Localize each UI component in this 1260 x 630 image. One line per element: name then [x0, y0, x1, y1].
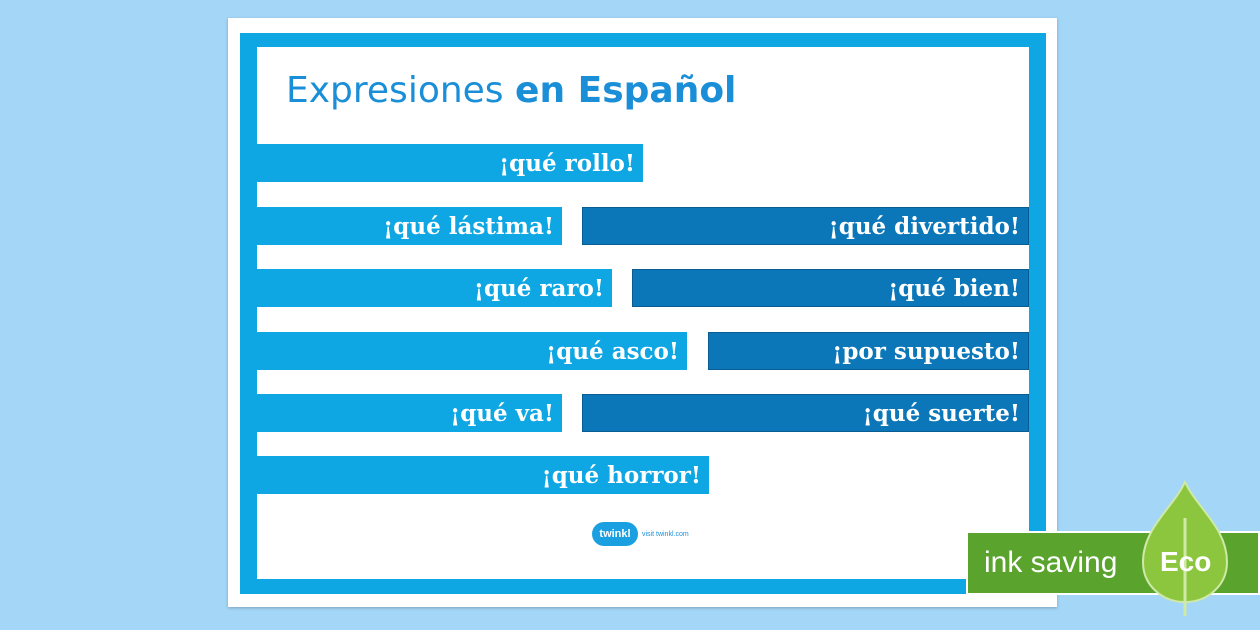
ink-saving-label: ink saving	[984, 546, 1118, 579]
expression-bar-que-divertido: ¡qué divertido!	[582, 207, 1029, 245]
eco-leaf-icon	[1141, 479, 1229, 616]
expression-bar-que-raro: ¡qué raro!	[257, 269, 612, 307]
twinkl-logo: twinkl visit twinkl.com	[592, 522, 689, 546]
twinkl-url: visit twinkl.com	[642, 530, 689, 538]
expression-bar-por-supuesto: ¡por supuesto!	[708, 332, 1029, 370]
expression-bar-que-lastima: ¡qué lástima!	[257, 207, 562, 245]
twinkl-cloud-icon: twinkl	[592, 522, 638, 546]
poster-content-area	[257, 47, 1029, 579]
expression-bar-que-suerte: ¡qué suerte!	[582, 394, 1029, 432]
expression-bar-que-rollo: ¡qué rollo!	[257, 144, 643, 182]
eco-badge-label: Eco	[1160, 546, 1212, 577]
expression-bar-que-va: ¡qué va!	[257, 394, 562, 432]
title-bold: en Español	[515, 70, 737, 111]
expression-bar-que-asco: ¡qué asco!	[257, 332, 687, 370]
poster-title: Expresiones en Español	[286, 66, 736, 116]
expression-bar-que-bien: ¡qué bien!	[632, 269, 1029, 307]
expression-bar-que-horror: ¡qué horror!	[257, 456, 709, 494]
title-regular: Expresiones	[286, 70, 504, 111]
